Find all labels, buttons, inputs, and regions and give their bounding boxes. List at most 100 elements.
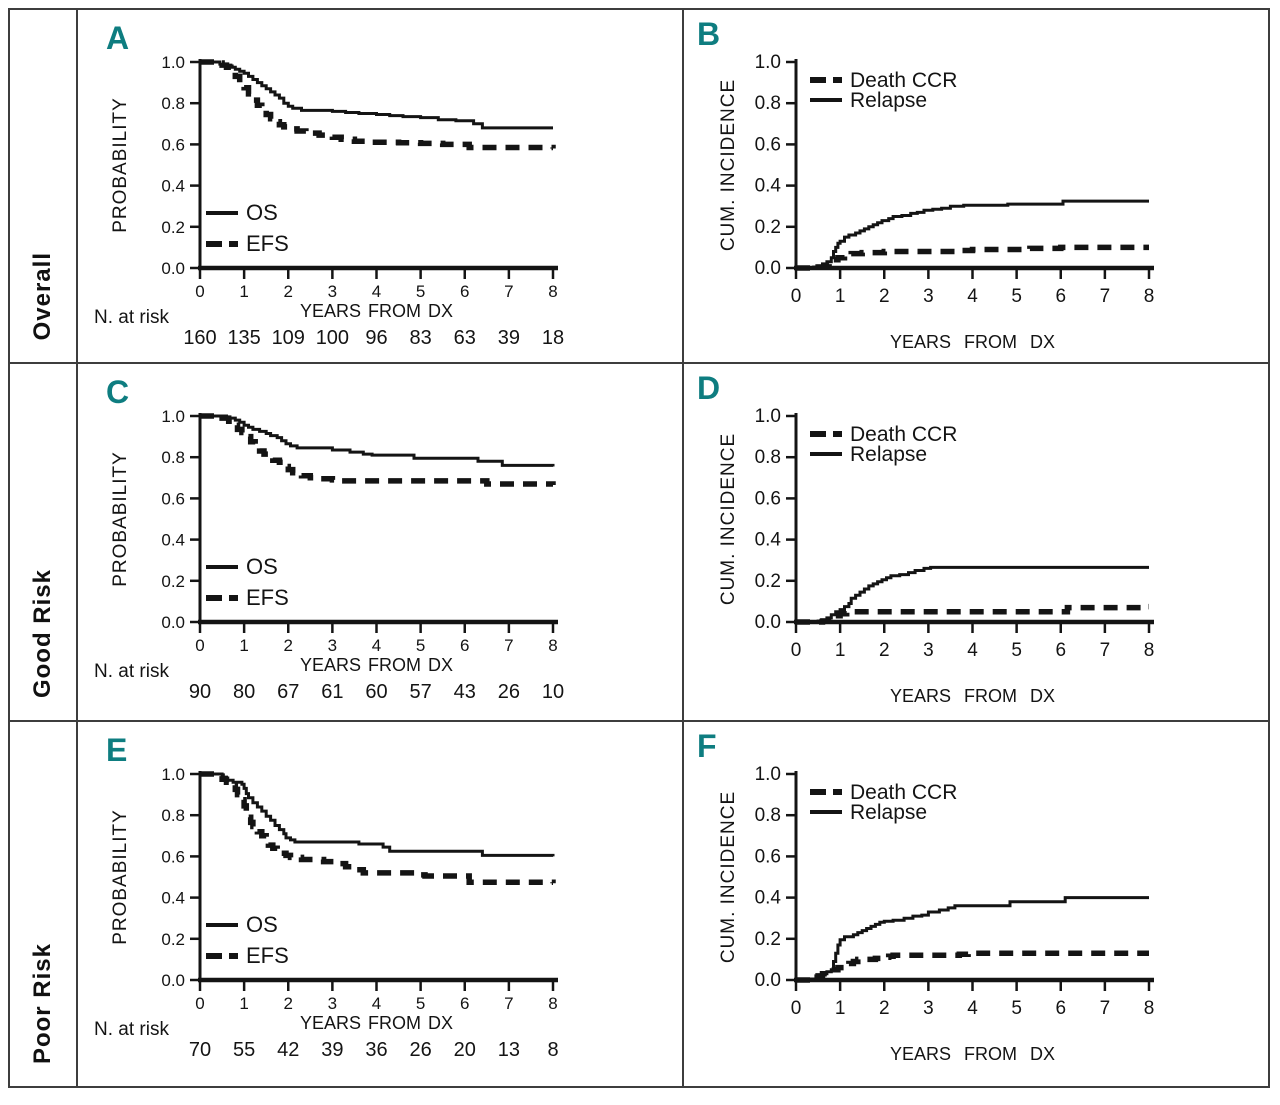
x-tick-label: 1 xyxy=(239,636,248,655)
n-at-risk-value: 135 xyxy=(227,327,260,349)
n-at-risk-value: 83 xyxy=(410,327,432,349)
n-at-risk-value: 100 xyxy=(316,327,349,349)
x-tick-label: 7 xyxy=(1100,286,1111,307)
y-tick-label: 0.4 xyxy=(161,177,185,196)
y-tick-label: 1.0 xyxy=(755,764,781,785)
y-tick-label: 1.0 xyxy=(755,406,781,427)
y-tick-label: 0.6 xyxy=(755,134,781,155)
y-tick-label: 0.0 xyxy=(161,259,185,278)
survival-figure: Overall A 0.0 0.2 0.4 0.6 0.8 1.0 0 1 2 3 4 5 6 7 8 PRO… xyxy=(8,8,1270,1088)
legend-label: OS xyxy=(246,554,278,579)
panel-F: F 0.0 0.2 0.4 0.6 0.8 1.0 0 1 2 3 4 5 6 7 8 CUM. INCIDE… xyxy=(684,722,1268,1086)
x-axis-label: YEARS FROM DX xyxy=(890,1044,1055,1064)
chart-good-risk-survival: 0.00.20.40.60.81.00 1 2 3 4 5 6 7 8PROBABILITYYE… xyxy=(94,407,564,703)
y-tick-label: 0.0 xyxy=(161,613,185,632)
n-at-risk-value: 20 xyxy=(454,1039,476,1061)
panel-E: E 0.0 0.2 0.4 0.6 0.8 1.0 0 1 2 3 4 5 6 7 8 PROBABILITY… xyxy=(78,722,684,1086)
x-tick-label: 2 xyxy=(879,998,890,1019)
legend-label: Relapse xyxy=(850,89,927,112)
n-at-risk-value: 42 xyxy=(277,1039,299,1061)
x-tick-label: 1 xyxy=(239,282,248,301)
y-tick-label: 0.2 xyxy=(755,571,781,592)
row-label-poor-risk: Poor Risk xyxy=(10,722,78,1086)
x-tick-label: 8 xyxy=(548,636,557,655)
y-tick-label: 0.8 xyxy=(161,94,185,113)
y-tick-label: 0.8 xyxy=(755,805,781,826)
series-death-ccr xyxy=(796,603,1149,625)
x-tick-label: 5 xyxy=(1011,640,1022,661)
row-label-text: Good Risk xyxy=(29,568,56,698)
panel-letter-B: B xyxy=(697,16,721,52)
panel-C: C 0.0 0.2 0.4 0.6 0.8 1.0 0 1 2 3 4 5 6 7 8 PROBABILITY… xyxy=(78,364,684,722)
x-tick-label: 6 xyxy=(1055,640,1066,661)
n-at-risk-label: N. at risk xyxy=(94,661,169,682)
x-tick-label: 6 xyxy=(460,636,469,655)
chart-overall-cum-incidence: 0.0 0.2 0.4 0.6 0.8 1.0 0 1 2 3 4 5 6 7 8 CUM. INCIDENC… xyxy=(718,52,1154,352)
n-at-risk-value: 26 xyxy=(410,1039,432,1061)
x-tick-label: 1 xyxy=(239,994,248,1013)
series-efs xyxy=(200,59,556,151)
x-tick-label: 8 xyxy=(548,994,557,1013)
y-tick-label: 1.0 xyxy=(161,407,185,426)
x-tick-label: 3 xyxy=(923,998,934,1019)
y-tick-label: 0.6 xyxy=(161,489,185,508)
x-axis-label: YEARS FROM DX xyxy=(890,332,1055,352)
n-at-risk-value: 10 xyxy=(542,681,564,703)
x-tick-label: 7 xyxy=(504,994,513,1013)
x-tick-label: 2 xyxy=(284,282,293,301)
x-axis-label: YEARS FROM DX xyxy=(300,655,453,675)
chart-good-risk-cum-incidence: 0.0 0.2 0.4 0.6 0.8 1.0 0 1 2 3 4 5 6 7 8 CUM. INCIDENC… xyxy=(718,406,1155,706)
series-relapse xyxy=(796,565,1149,624)
n-at-risk-value: 96 xyxy=(365,327,387,349)
n-at-risk-value: 57 xyxy=(410,681,432,703)
x-tick-label: 0 xyxy=(195,994,204,1013)
x-tick-label: 1 xyxy=(835,998,846,1019)
y-tick-label: 0.0 xyxy=(755,258,781,279)
y-axis-label: CUM. INCIDENCE xyxy=(718,79,739,251)
y-tick-label: 0.4 xyxy=(161,531,185,550)
y-tick-label: 0.8 xyxy=(755,447,781,468)
x-tick-label: 4 xyxy=(967,998,978,1019)
n-at-risk-value: 80 xyxy=(233,681,255,703)
chart-poor-risk-survival: 0.0 0.2 0.4 0.6 0.8 1.0 0 1 2 3 4 5 6 7 8 PROBABILITY YE… xyxy=(94,765,559,1061)
y-tick-label: 0.4 xyxy=(755,530,782,551)
row-label-overall: Overall xyxy=(10,10,78,364)
panel-letter-A: A xyxy=(106,20,130,56)
n-at-risk-value: 18 xyxy=(542,327,564,349)
y-tick-label: 0.2 xyxy=(161,218,185,237)
y-tick-label: 1.0 xyxy=(755,52,781,73)
chart-poor-risk-cum-incidence: 0.0 0.2 0.4 0.6 0.8 1.0 0 1 2 3 4 5 6 7 8 CUM. INCIDENC… xyxy=(718,764,1155,1064)
series-os xyxy=(200,60,553,130)
x-tick-label: 5 xyxy=(416,636,425,655)
legend-label: EFS xyxy=(246,585,289,610)
x-tick-label: 4 xyxy=(372,282,381,301)
y-tick-label: 1.0 xyxy=(161,53,185,72)
x-tick-label: 8 xyxy=(1144,998,1155,1019)
x-tick-label: 5 xyxy=(1011,998,1022,1019)
x-tick-label: 2 xyxy=(879,286,890,307)
y-axis-label: PROBABILITY xyxy=(110,809,131,945)
legend-label: EFS xyxy=(246,231,289,256)
series-os xyxy=(200,414,555,467)
y-tick-label: 0.8 xyxy=(755,93,781,114)
series-death-ccr xyxy=(796,244,1149,271)
n-at-risk-value: 55 xyxy=(233,1039,255,1061)
x-tick-label: 8 xyxy=(1144,640,1155,661)
chart-overall-survival: 0.0 0.2 0.4 0.6 0.8 1.0 0 1 2 3 4 5 6 7 8 PROBABILITY YE… xyxy=(94,53,564,349)
n-at-risk-value: 90 xyxy=(189,681,211,703)
y-tick-label: 1.0 xyxy=(161,765,185,784)
x-tick-label: 3 xyxy=(328,636,337,655)
y-tick-label: 0.2 xyxy=(161,930,185,949)
n-at-risk-value: 63 xyxy=(454,327,476,349)
legend-label: EFS xyxy=(246,943,289,968)
x-tick-label: 4 xyxy=(967,640,978,661)
y-tick-label: 0.4 xyxy=(755,888,782,909)
y-axis-label: PROBABILITY xyxy=(110,97,131,233)
x-tick-label: 7 xyxy=(504,282,513,301)
series-relapse xyxy=(796,199,1149,270)
n-at-risk-value: 26 xyxy=(498,681,520,703)
panel-letter-F: F xyxy=(697,728,717,764)
panel-A: A 0.0 0.2 0.4 0.6 0.8 1.0 0 1 2 3 4 5 6 7 8 PROBABILITY… xyxy=(78,10,684,364)
y-tick-label: 0.8 xyxy=(161,448,185,467)
n-at-risk-value: 39 xyxy=(498,327,520,349)
